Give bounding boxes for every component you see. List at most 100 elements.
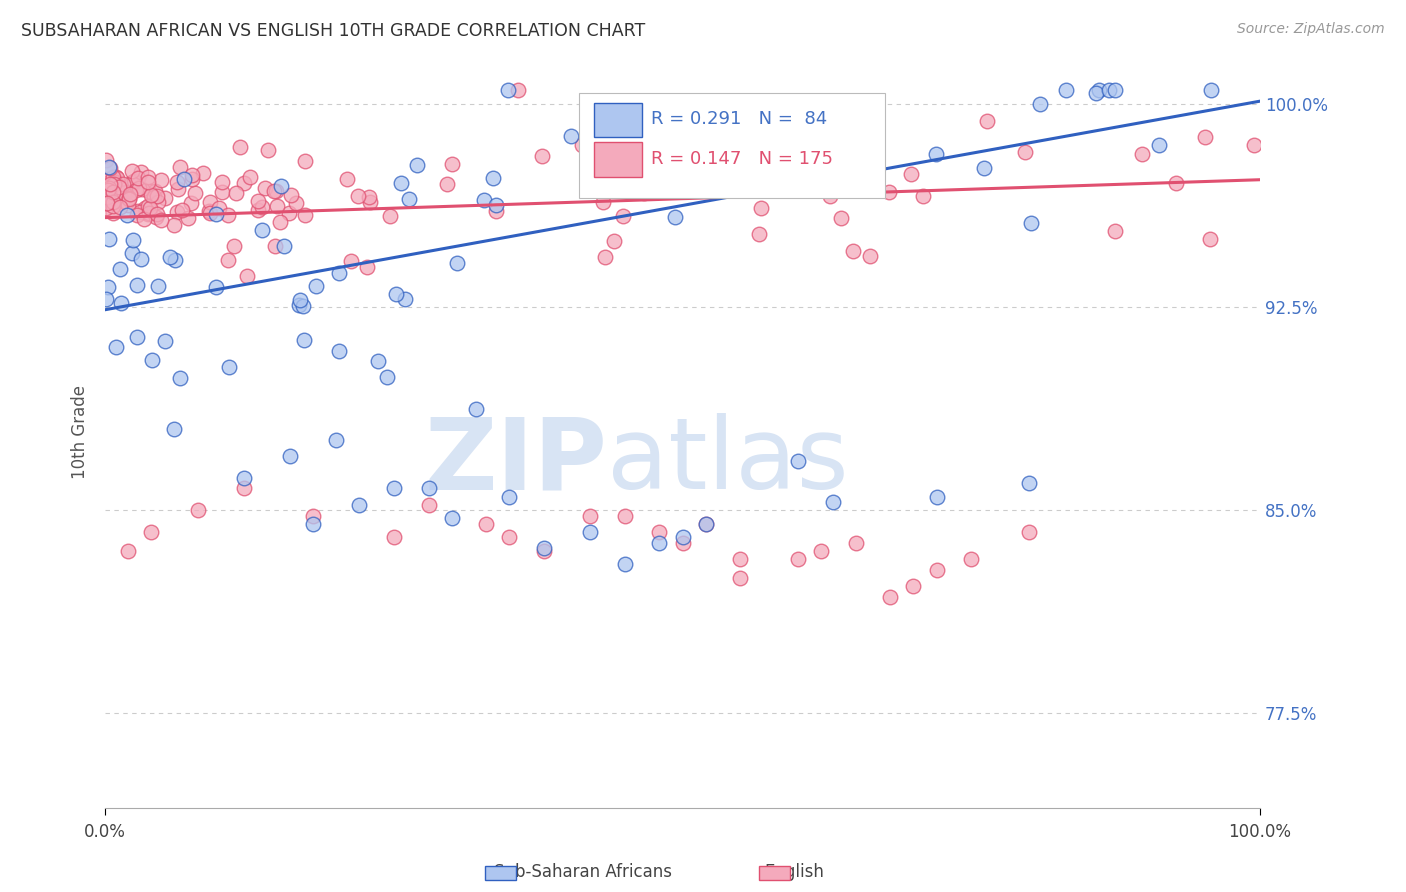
Point: [498, 490, 520, 504]
Point: [648, 524, 671, 539]
Point: [367, 353, 389, 368]
Point: [105, 171, 128, 186]
Point: [780, 128, 803, 143]
FancyBboxPatch shape: [593, 103, 643, 137]
Point: [180, 195, 202, 210]
Point: [111, 177, 134, 191]
Point: [385, 287, 408, 301]
Point: [859, 249, 882, 263]
Point: [302, 516, 325, 531]
Point: [159, 251, 181, 265]
Point: [191, 166, 214, 180]
Point: [973, 161, 995, 176]
Point: [153, 334, 176, 348]
Point: [328, 344, 350, 359]
Point: [96, 195, 118, 210]
Point: [136, 176, 159, 190]
Point: [125, 209, 148, 223]
Point: [446, 256, 468, 270]
Point: [440, 511, 463, 525]
Point: [359, 195, 381, 210]
Point: [127, 330, 149, 344]
FancyBboxPatch shape: [593, 143, 643, 178]
Text: R = 0.147   N = 175: R = 0.147 N = 175: [651, 150, 834, 168]
Point: [239, 170, 262, 185]
Point: [232, 470, 254, 484]
Point: [441, 157, 464, 171]
Point: [595, 250, 617, 264]
Point: [664, 211, 686, 225]
Point: [613, 558, 636, 572]
Point: [496, 83, 519, 97]
Point: [1243, 138, 1265, 153]
Text: atlas: atlas: [607, 413, 849, 510]
Point: [305, 279, 328, 293]
Point: [418, 498, 440, 512]
Point: [1199, 232, 1222, 246]
Point: [1104, 83, 1126, 97]
Point: [768, 129, 790, 144]
Point: [128, 181, 150, 195]
Point: [225, 186, 247, 200]
Point: [117, 198, 139, 212]
Point: [1199, 83, 1222, 97]
Point: [146, 188, 169, 202]
Point: [118, 191, 141, 205]
Point: [129, 252, 152, 266]
Point: [349, 498, 371, 512]
Point: [671, 535, 693, 549]
Text: R = 0.291   N =  84: R = 0.291 N = 84: [651, 110, 828, 128]
Point: [579, 524, 602, 539]
Point: [124, 175, 146, 189]
Point: [146, 195, 169, 210]
Point: [96, 292, 118, 306]
Point: [111, 194, 134, 208]
Point: [1014, 145, 1036, 159]
Point: [1029, 97, 1052, 112]
Point: [229, 140, 252, 154]
Point: [976, 114, 998, 128]
Point: [294, 153, 316, 168]
Point: [294, 208, 316, 222]
Point: [695, 516, 717, 531]
Point: [960, 552, 983, 566]
Point: [198, 206, 221, 220]
Point: [382, 482, 405, 496]
Point: [1018, 476, 1040, 491]
Text: SUBSAHARAN AFRICAN VS ENGLISH 10TH GRADE CORRELATION CHART: SUBSAHARAN AFRICAN VS ENGLISH 10TH GRADE…: [21, 22, 645, 40]
Point: [103, 169, 125, 184]
Point: [232, 176, 254, 190]
Point: [749, 201, 772, 215]
Point: [278, 449, 301, 463]
Point: [97, 279, 120, 293]
Point: [925, 146, 948, 161]
Point: [814, 136, 837, 150]
Point: [474, 193, 496, 207]
Point: [340, 254, 363, 268]
Point: [117, 208, 139, 222]
Point: [347, 189, 370, 203]
Point: [208, 201, 231, 215]
Point: [911, 189, 934, 203]
Point: [877, 186, 900, 200]
Point: [356, 260, 378, 275]
Point: [845, 535, 868, 549]
Point: [205, 207, 228, 221]
Point: [146, 279, 169, 293]
Point: [1149, 138, 1171, 153]
Point: [602, 234, 624, 248]
Point: [1104, 224, 1126, 238]
Point: [114, 185, 136, 199]
Point: [378, 209, 401, 223]
Point: [131, 182, 153, 196]
Point: [139, 188, 162, 202]
Point: [145, 184, 167, 198]
Point: [1194, 129, 1216, 144]
Point: [172, 202, 194, 217]
Point: [252, 201, 274, 215]
Point: [173, 171, 195, 186]
Point: [166, 182, 188, 196]
Point: [127, 278, 149, 293]
Point: [110, 200, 132, 214]
Point: [264, 184, 287, 198]
